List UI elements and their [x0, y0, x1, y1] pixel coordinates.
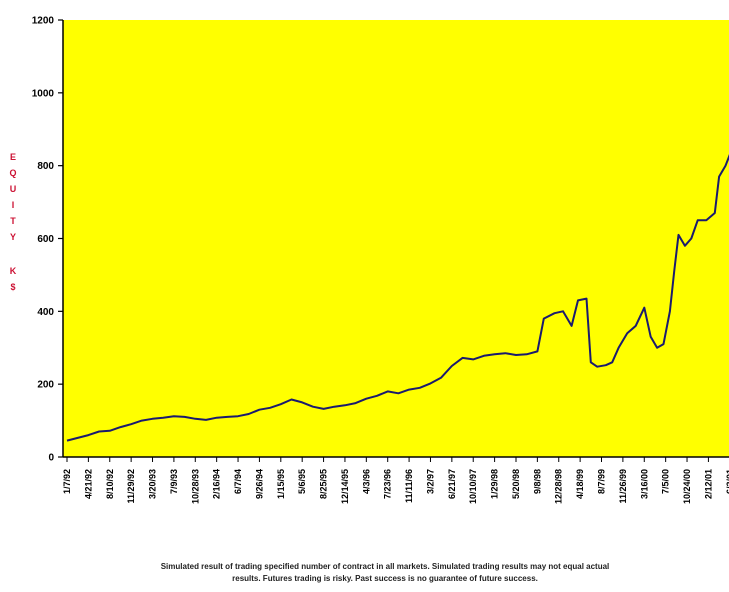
x-tick-label: 6/21/97 [447, 469, 457, 499]
x-tick-label: 10/10/97 [468, 469, 478, 504]
x-tick-label: 8/25/95 [319, 469, 329, 499]
x-tick-label: 10/24/00 [682, 469, 692, 504]
x-tick-label: 3/16/00 [639, 469, 649, 499]
y-axis: 0 200 400 600 800 1000 1200 [32, 16, 64, 464]
disclaimer: Simulated result of trading specified nu… [40, 561, 729, 585]
x-tick-label: 8/10/92 [105, 469, 115, 499]
y-axis-label-char: Y [10, 232, 16, 242]
x-tick-label: 4/18/99 [575, 469, 585, 499]
x-tick-label: 8/7/99 [597, 469, 607, 494]
x-tick-label: 12/28/98 [554, 469, 564, 504]
x-tick-label: 7/9/93 [169, 469, 179, 494]
y-tick-label: 1200 [32, 16, 55, 27]
x-tick-label: 2/16/94 [212, 469, 222, 499]
x-tick-label: 10/28/93 [190, 469, 200, 504]
y-axis-label-char: E [10, 152, 16, 162]
x-tick-label: 1/29/98 [490, 469, 500, 499]
x-tick-label: 4/21/92 [83, 469, 93, 499]
y-tick-label: 400 [37, 307, 54, 318]
y-axis-label-char: U [10, 184, 17, 194]
y-tick-label: 800 [37, 161, 54, 172]
x-tick-label: 7/23/96 [383, 469, 393, 499]
x-tick-label: 3/20/93 [148, 469, 158, 499]
x-tick-label: 6/3/01 [725, 469, 729, 494]
x-tick-label: 5/20/98 [511, 469, 521, 499]
disclaimer-line-2: results. Futures trading is risky. Past … [232, 574, 538, 583]
x-tick-label: 3/2/97 [425, 469, 435, 494]
x-tick-label: 4/3/96 [361, 469, 371, 494]
x-tick-label: 11/26/99 [618, 469, 628, 504]
x-tick-label: 7/5/00 [661, 469, 671, 494]
x-tick-label: 2/12/01 [703, 469, 713, 499]
y-tick-label: 200 [37, 380, 54, 391]
x-tick-label: 12/14/95 [340, 469, 350, 504]
x-tick-label: 5/6/95 [297, 469, 307, 494]
x-axis: 1/7/92 4/21/92 8/10/92 11/29/92 3/20/93 7/9/9… [62, 456, 729, 504]
y-tick-label: 1000 [32, 88, 55, 99]
equity-series-line [66, 154, 729, 442]
x-tick-label: 11/29/92 [126, 469, 136, 504]
x-tick-label: 9/26/94 [254, 469, 264, 499]
x-tick-label: 9/8/98 [532, 469, 542, 494]
y-axis-label-char: Q [9, 168, 16, 178]
x-tick-label: 6/7/94 [233, 469, 243, 494]
plot-area [63, 20, 729, 457]
disclaimer-line-1: Simulated result of trading specified nu… [160, 562, 610, 571]
y-tick-label: 600 [37, 234, 54, 245]
x-tick-label: 1/7/92 [62, 469, 72, 494]
y-axis-label-char: K [10, 266, 17, 276]
x-tick-label: 1/15/95 [276, 469, 286, 499]
y-axis-label-char: T [10, 216, 16, 226]
y-tick-label: 0 [48, 453, 54, 464]
y-axis-label-char: $ [10, 282, 15, 292]
x-tick-label: 11/11/96 [404, 469, 414, 503]
y-axis-label-char: I [12, 200, 15, 210]
